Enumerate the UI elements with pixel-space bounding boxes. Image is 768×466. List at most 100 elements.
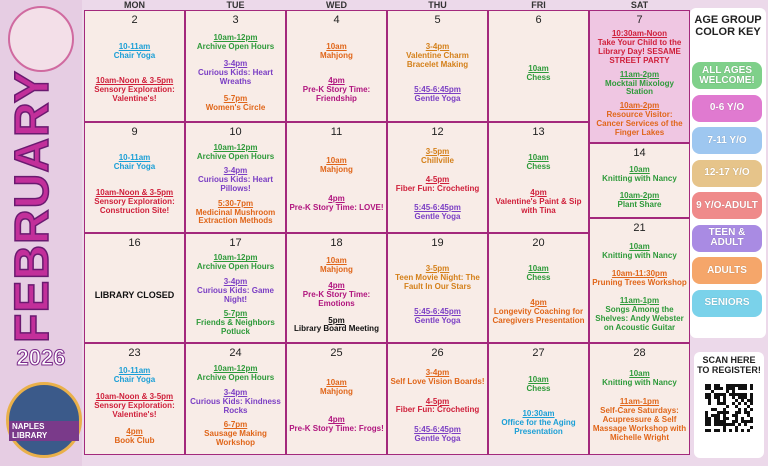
- month-title: FEBRUARY: [5, 69, 60, 343]
- event-title: Office for the Aging Presentation: [501, 418, 576, 437]
- qr-module: [723, 429, 726, 432]
- event-title: Gentle Yoga: [414, 94, 461, 104]
- qr-module: [717, 420, 720, 423]
- event-time: 5:45-6:45pm: [414, 307, 461, 317]
- date-number: 21: [633, 222, 646, 234]
- event-title: Chair Yoga: [113, 50, 156, 60]
- qr-module: [738, 387, 741, 390]
- day-cell: 5 3-4pm Valentine Charm Bracelet Making 5:4…: [387, 10, 488, 122]
- qr-module: [714, 414, 717, 417]
- qr-module: [705, 393, 708, 396]
- qr-module: [717, 417, 720, 420]
- qr-code: [705, 384, 753, 432]
- date-number: 4: [333, 14, 340, 26]
- event-title: Archive Open Hours: [196, 372, 275, 382]
- day-cell: 6 10am Chess: [488, 10, 589, 122]
- qr-module: [723, 417, 726, 420]
- event: 11am-1pm Self-Care Saturdays: Acupressure…: [592, 397, 687, 443]
- qr-module: [717, 393, 720, 396]
- qr-module: [738, 411, 741, 414]
- event-time: 5:45-6:45pm: [414, 85, 461, 95]
- weekday-label: SAT: [630, 0, 649, 10]
- event-title: Curious Kids: Heart Pillows!: [197, 175, 274, 193]
- qr-module: [708, 402, 711, 405]
- event-title: Knitting with Nancy: [602, 174, 677, 184]
- event-time: 10am: [629, 368, 650, 378]
- event: 10am Mahjong: [320, 378, 353, 397]
- event-title: Plant Share: [617, 199, 662, 209]
- key-item: 12-17 Y/O: [692, 159, 762, 187]
- qr-module: [717, 387, 720, 390]
- event: 4pm Longevity Coaching for Caregivers Pre…: [491, 298, 586, 326]
- event: LIBRARY CLOSED: [95, 290, 175, 300]
- event-title: Curious Kids: Heart Wreaths: [197, 68, 274, 86]
- qr-module: [705, 411, 708, 414]
- qr-module: [726, 411, 729, 414]
- event-time: 3-5pm: [425, 264, 450, 274]
- event-list: 10am Chess 4pm Valentine's Paint & Sip with…: [489, 138, 588, 232]
- qr-module: [723, 426, 726, 429]
- event: 10am-11:30pm Pruning Trees Workshop: [592, 269, 687, 288]
- event-list: 3-5pm Chillville 4-5pm Fiber Fun: Crochetin…: [388, 138, 487, 232]
- event-title: Book Club: [114, 435, 155, 445]
- event: 10am Chess: [526, 264, 550, 283]
- event-time: 3-4pm: [223, 166, 248, 176]
- event: 10am-12pm Archive Open Hours: [197, 143, 274, 162]
- event: 3-4pm Curious Kids: Heart Wreaths: [188, 59, 283, 87]
- event-list: 10am-12pm Archive Open Hours 3-4pm Curious …: [186, 249, 285, 342]
- qr-module: [714, 420, 717, 423]
- event-time: 10-11am: [118, 366, 151, 376]
- event-list: 10am Mahjong 4pm Pre-K Story Time: Friendsh…: [287, 26, 386, 121]
- event: 5:45-6:45pm Gentle Yoga: [414, 85, 461, 104]
- qr-module: [741, 387, 744, 390]
- qr-module: [726, 390, 729, 393]
- event-list: 3-4pm Valentine Charm Bracelet Making 5:45…: [388, 26, 487, 121]
- event-time: 4pm: [126, 427, 143, 436]
- date-number: 24: [229, 347, 242, 359]
- event: 4pm Pre-K Story Time: Frogs!: [289, 415, 384, 434]
- date-number: 11: [330, 126, 343, 138]
- qr-module: [750, 387, 753, 390]
- qr-module: [747, 414, 750, 417]
- event-title: Self Love Vision Boards!: [390, 377, 485, 387]
- event-time: 3-4pm: [425, 41, 450, 51]
- event-list: 3-5pm Teen Movie Night: The Fault In Our …: [388, 249, 487, 342]
- qr-module: [738, 393, 741, 396]
- event: 6-7pm Sausage Making Workshop: [188, 420, 283, 448]
- qr-module: [750, 420, 753, 423]
- day-cell: 18 10am Mahjong 4pm Pre-K Story Time: Emotio…: [286, 233, 387, 343]
- event-title: Mahjong: [320, 386, 353, 396]
- date-number: 19: [431, 237, 444, 249]
- library-name: NAPLES LIBRARY: [9, 421, 79, 441]
- event-list: 10am Knitting with Nancy 10am-2pm Plant Sha…: [590, 159, 689, 217]
- weekday-label: WED: [326, 0, 347, 10]
- weekday-label: MON: [124, 0, 145, 10]
- qr-module: [732, 423, 735, 426]
- event-list: 10am Mahjong 4pm Pre-K Story Time: Frogs!: [287, 359, 386, 454]
- qr-module: [735, 420, 738, 423]
- event-time: 10:30am: [522, 409, 555, 419]
- event-title: Friends & Neighbors Potluck: [196, 317, 275, 336]
- qr-module: [735, 414, 738, 417]
- event: 4pm Valentine's Paint & Sip with Tina: [491, 188, 586, 216]
- qr-module: [750, 396, 753, 399]
- event: 4pm Pre-K Story Time: Emotions: [289, 281, 384, 309]
- event-title: Pruning Trees Workshop: [592, 278, 687, 288]
- year: 2026: [16, 345, 66, 371]
- qr-module: [732, 390, 735, 393]
- qr-module: [717, 423, 720, 426]
- day-cell: 4 10am Mahjong 4pm Pre-K Story Time: Friends…: [286, 10, 387, 122]
- event: 10am-Noon & 3-5pm Sensory Exploration: Va…: [87, 76, 182, 104]
- event: 10am-Noon & 3-5pm Sensory Exploration: Co…: [87, 188, 182, 216]
- event-time: 3-5pm: [425, 147, 450, 157]
- event-title: Sensory Exploration: Valentine's!: [94, 85, 175, 104]
- qr-module: [747, 405, 750, 408]
- day-cell: 24 10am-12pm Archive Open Hours 3-4pm Curiou…: [185, 343, 286, 455]
- qr-module: [732, 402, 735, 405]
- event: 11am-2pm Mocktail Mixology Station: [592, 70, 687, 98]
- weekday-label: THU: [428, 0, 447, 10]
- qr-module: [750, 426, 753, 429]
- qr-module: [741, 384, 744, 387]
- event-time: 5-7pm: [223, 94, 248, 103]
- event: 5:45-6:45pm Gentle Yoga: [414, 425, 461, 444]
